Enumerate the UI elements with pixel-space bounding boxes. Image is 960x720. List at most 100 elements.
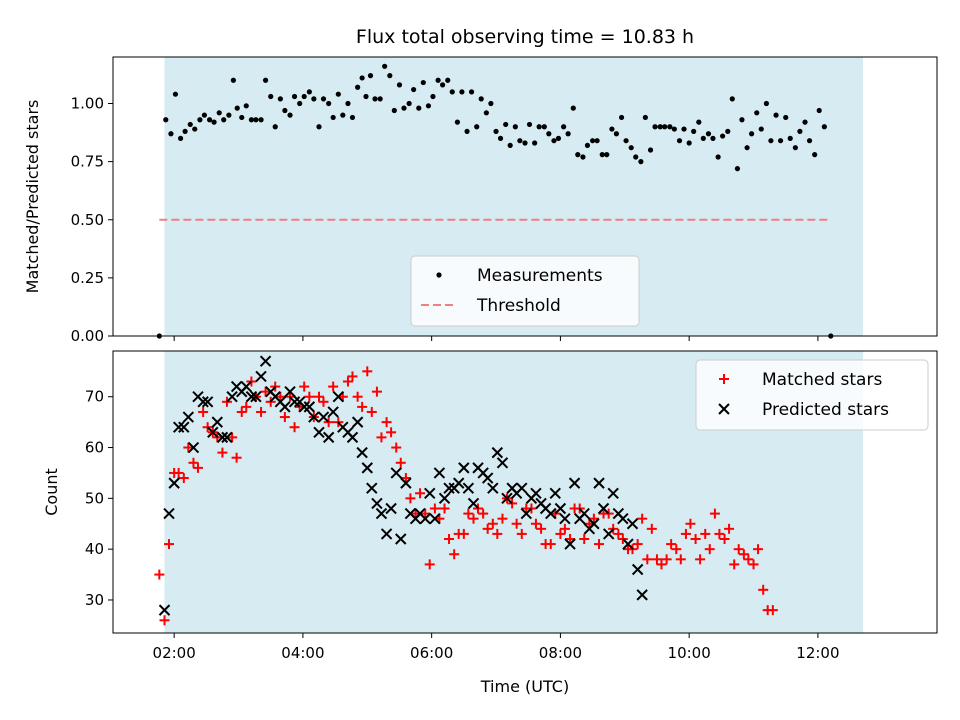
data-point xyxy=(444,534,455,544)
data-point xyxy=(258,117,264,123)
data-point xyxy=(207,426,219,439)
data-point-d2 xyxy=(269,391,281,403)
data-point-d2 xyxy=(371,497,383,510)
data-point xyxy=(787,135,793,141)
data-point xyxy=(236,406,247,417)
data-point-d2 xyxy=(207,426,219,439)
data-point xyxy=(749,131,755,137)
data-point xyxy=(554,502,567,515)
data-point xyxy=(226,391,238,403)
data-point-d2 xyxy=(250,391,262,403)
data-point xyxy=(696,119,702,125)
data-point xyxy=(359,75,365,81)
data-point xyxy=(526,503,537,514)
data-point xyxy=(420,79,426,86)
data-point xyxy=(411,86,417,93)
data-point xyxy=(493,128,499,134)
data-point xyxy=(429,512,441,525)
data-point-d2 xyxy=(597,502,610,515)
data-point-d2 xyxy=(361,462,373,474)
data-point xyxy=(618,114,625,121)
y-tick-label: 40 xyxy=(85,540,104,558)
data-point xyxy=(468,89,475,95)
x-tick-label: 04:00 xyxy=(281,644,324,662)
data-point xyxy=(568,477,581,489)
data-point xyxy=(549,487,561,499)
data-point xyxy=(387,73,393,79)
data-point-d2 xyxy=(197,396,209,408)
data-point xyxy=(594,138,600,144)
y-tick-label: 50 xyxy=(85,489,104,507)
data-point-d2 xyxy=(337,421,349,433)
legend-label: Measurements xyxy=(477,266,603,286)
data-point xyxy=(652,124,658,130)
data-point xyxy=(714,528,725,539)
legend-swatch xyxy=(718,403,730,415)
data-point xyxy=(623,138,629,144)
data-point-d2 xyxy=(172,421,185,433)
data-point xyxy=(594,539,605,550)
legend-label: Threshold xyxy=(476,296,561,316)
data-point-d2 xyxy=(322,431,335,444)
data-point-d2 xyxy=(626,518,639,530)
data-point xyxy=(288,396,301,408)
data-point xyxy=(396,82,403,88)
chart-title: Flux total observing time = 10.83 h xyxy=(356,26,694,48)
data-point-d2 xyxy=(313,426,325,439)
data-point-d2 xyxy=(467,497,480,510)
data-point xyxy=(467,497,480,510)
data-point xyxy=(435,77,441,83)
data-point xyxy=(323,417,334,428)
data-point xyxy=(709,508,720,519)
data-point xyxy=(330,114,336,121)
data-point-d2 xyxy=(607,487,619,499)
data-point-d2 xyxy=(230,380,243,393)
data-point xyxy=(405,493,416,504)
data-point xyxy=(777,138,784,144)
data-point xyxy=(686,140,692,146)
data-point-d2 xyxy=(192,391,204,403)
data-point xyxy=(241,401,252,412)
data-point xyxy=(705,131,712,137)
data-point-d2 xyxy=(424,487,436,499)
data-point-d2 xyxy=(298,401,310,413)
data-point xyxy=(690,534,701,544)
data-point xyxy=(332,391,345,403)
data-point xyxy=(555,135,562,141)
data-point xyxy=(522,140,528,146)
data-point-d2 xyxy=(284,385,296,398)
data-point xyxy=(565,131,571,137)
data-point xyxy=(178,473,189,484)
data-point xyxy=(646,523,657,534)
data-point xyxy=(546,131,552,137)
data-point xyxy=(226,112,232,118)
data-point xyxy=(463,508,474,519)
data-point-d2 xyxy=(168,477,180,489)
data-point xyxy=(197,117,203,123)
data-point xyxy=(248,117,255,123)
data-point xyxy=(617,534,628,544)
data-point xyxy=(202,422,213,433)
data-point xyxy=(559,523,570,534)
data-point xyxy=(376,432,387,443)
data-point xyxy=(342,376,353,387)
data-point xyxy=(597,502,610,515)
data-point-d2 xyxy=(545,507,557,520)
data-point xyxy=(279,401,291,413)
data-point xyxy=(183,442,194,453)
data-point xyxy=(729,96,735,102)
data-point xyxy=(685,518,696,529)
data-point xyxy=(231,452,242,463)
data-point xyxy=(516,482,528,494)
data-point xyxy=(559,512,571,525)
data-point xyxy=(306,89,312,95)
data-point xyxy=(372,96,378,102)
data-point xyxy=(173,467,184,478)
data-point-d2 xyxy=(216,431,229,444)
data-point xyxy=(272,124,278,130)
data-point xyxy=(454,119,461,125)
data-point-d2 xyxy=(404,507,417,520)
data-point xyxy=(308,411,320,423)
data-point xyxy=(178,421,190,433)
data-point-d2 xyxy=(327,406,339,418)
